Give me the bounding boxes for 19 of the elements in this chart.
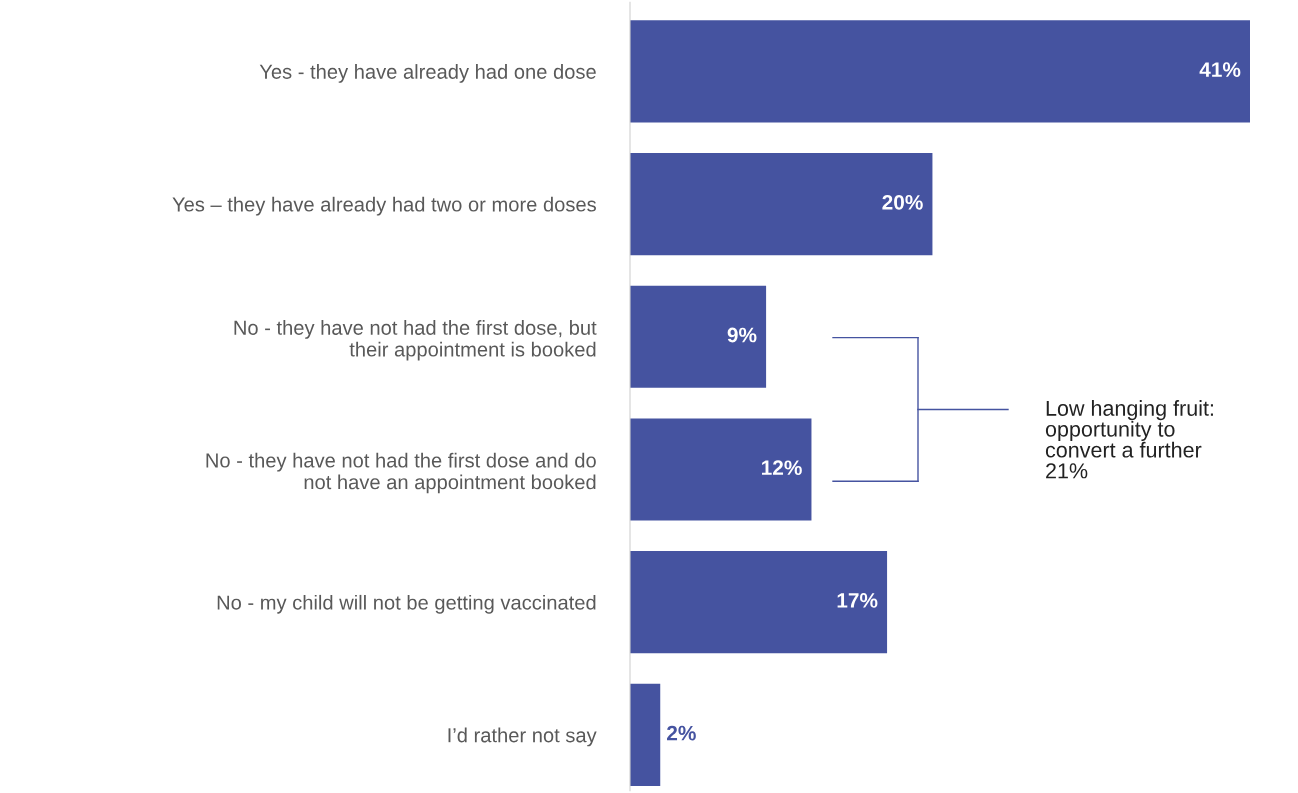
bar	[630, 285, 767, 388]
data-label: 41%	[1199, 62, 1241, 77]
data-label: 20%	[882, 194, 923, 210]
y-tick-label: Yes – they have already had two or more doses	[172, 196, 596, 216]
data-label: 2%	[667, 725, 696, 741]
bar	[630, 152, 933, 256]
data-label: 12%	[762, 460, 802, 476]
data-label: 9%	[727, 327, 757, 343]
bar	[630, 551, 888, 654]
y-tick-label: No - my child will not be getting vaccinated	[217, 594, 596, 614]
bar	[630, 418, 812, 521]
y-tick-label: I’d rather not say	[448, 727, 597, 747]
bar	[630, 683, 661, 786]
y-tick-label: No - they have not had the first dose, but their appointment is booked	[234, 320, 597, 361]
annotation: Low hanging fruit: opportunity to convert a further 21%	[1045, 400, 1213, 479]
y-tick-label: No - they have not had the first dose and do not have an appointment booked	[206, 452, 596, 494]
bar	[630, 20, 1250, 123]
data-label: 17%	[837, 593, 878, 608]
y-tick-label: Yes - they have already had one dose	[259, 64, 596, 83]
